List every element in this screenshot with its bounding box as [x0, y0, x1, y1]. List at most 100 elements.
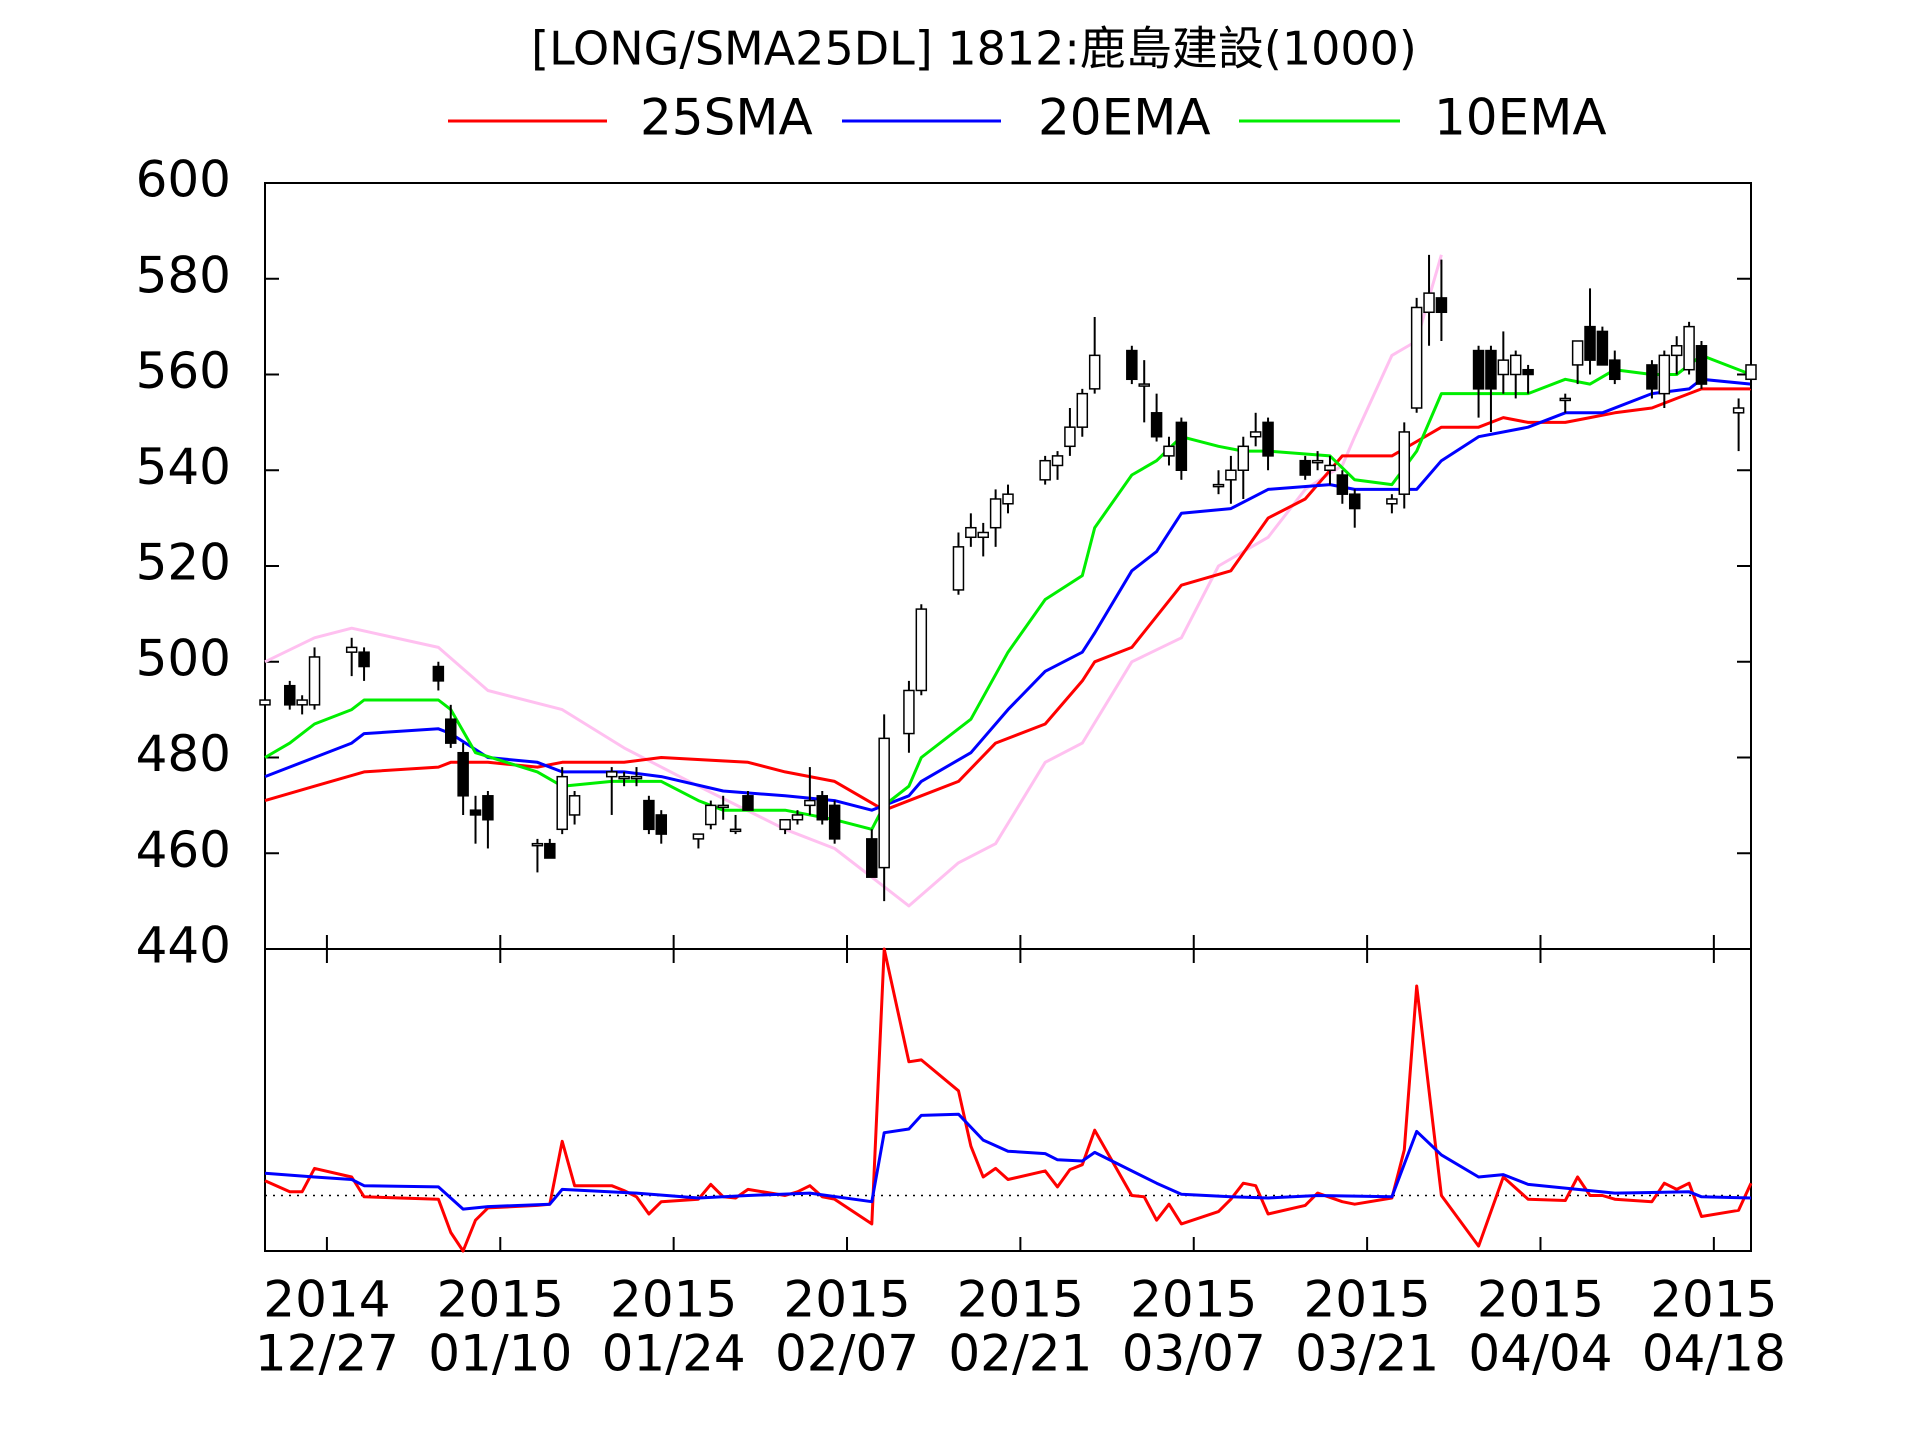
y-tick-label: 580	[136, 246, 231, 304]
candle-body	[1348, 493, 1361, 510]
candle-body	[643, 799, 655, 831]
candle-body	[1150, 412, 1163, 438]
candle-body	[1596, 330, 1609, 366]
candle-body	[816, 795, 828, 821]
candle-body	[1138, 383, 1150, 387]
candle-body	[259, 699, 271, 706]
candle-body	[692, 833, 705, 840]
candle-body	[977, 531, 989, 539]
candle-body	[1398, 431, 1411, 495]
x-tick-label: 04/18	[1642, 1325, 1786, 1383]
candle-body	[1485, 349, 1497, 390]
lower-frame	[264, 948, 1752, 1252]
candle-body	[445, 718, 457, 744]
x-tick-label: 2015	[1650, 1271, 1777, 1329]
candle-body	[531, 842, 544, 847]
candle-body	[296, 699, 308, 706]
candle-body	[1571, 340, 1584, 366]
candle-body	[630, 775, 643, 780]
candle-body	[965, 526, 977, 539]
legend-label: 25SMA	[640, 89, 813, 147]
candle-body	[878, 737, 890, 869]
candle-body	[1435, 297, 1448, 314]
candle-body	[284, 684, 296, 706]
candle-body	[1076, 392, 1089, 428]
x-tick-label: 2014	[263, 1271, 390, 1329]
candle-body	[469, 809, 482, 816]
line-series	[264, 1112, 1752, 1211]
candle-body	[903, 689, 915, 735]
candle-body	[1646, 364, 1658, 390]
x-tick-label: 02/07	[775, 1325, 919, 1383]
x-tick-label: 2015	[957, 1271, 1084, 1329]
candle-body	[742, 795, 754, 811]
candle-body	[1051, 455, 1064, 467]
candle-body	[1175, 421, 1188, 471]
legend-label: 10EMA	[1434, 89, 1607, 147]
candle-body	[1336, 474, 1349, 495]
candle-body	[1745, 364, 1757, 381]
line-series	[264, 254, 1443, 908]
y-tick-label: 600	[136, 151, 231, 209]
x-tick-label: 2015	[437, 1271, 564, 1329]
candle-body	[1002, 493, 1014, 505]
x-tick-label: 02/21	[948, 1325, 1092, 1383]
y-tick-label: 480	[136, 725, 231, 783]
candle-body	[791, 814, 804, 821]
candle-body	[1584, 325, 1596, 361]
x-tick-label: 03/07	[1122, 1325, 1266, 1383]
y-tick-label: 500	[136, 629, 231, 687]
candle-body	[1423, 292, 1435, 314]
candle-body	[457, 751, 469, 797]
x-tick-label: 2015	[1130, 1271, 1257, 1329]
candle-body	[1497, 359, 1510, 376]
x-tick-label: 01/24	[602, 1325, 746, 1383]
candle-body	[1410, 306, 1423, 409]
candle-body	[1212, 483, 1225, 488]
candle-body	[804, 799, 816, 807]
legend-label: 20EMA	[1038, 89, 1211, 147]
candle-body	[866, 838, 878, 878]
y-tick-label: 560	[136, 342, 231, 400]
x-tick-label: 01/10	[428, 1325, 572, 1383]
candle-body	[729, 828, 742, 833]
line-series	[264, 377, 1752, 812]
line-series	[264, 947, 1753, 1253]
candle-body	[1237, 445, 1250, 471]
candle-body	[1386, 498, 1398, 505]
candle-body	[1225, 469, 1237, 481]
candle-body	[1064, 426, 1076, 448]
x-tick-label: 2015	[1303, 1271, 1430, 1329]
candle-body	[655, 814, 668, 835]
candle-body	[556, 775, 568, 831]
candle-body	[1311, 459, 1324, 464]
candle-body	[1126, 349, 1138, 381]
candle-body	[1262, 421, 1274, 457]
candle-body	[1088, 354, 1101, 390]
candle-body	[308, 656, 321, 706]
candle-body	[432, 665, 445, 682]
y-tick-label: 540	[136, 438, 231, 496]
candle-body	[1522, 368, 1534, 376]
candle-body	[1559, 397, 1571, 402]
candle-body	[1683, 325, 1695, 371]
candle-body	[1609, 359, 1621, 381]
x-tick-label: 03/21	[1295, 1325, 1439, 1383]
x-tick-label: 04/04	[1468, 1325, 1612, 1383]
candle-body	[568, 795, 581, 816]
x-tick-label: 2015	[610, 1271, 737, 1329]
candle-body	[1324, 464, 1336, 471]
chart-title: [LONG/SMA25DL] 1812:鹿島建設(1000)	[531, 22, 1417, 76]
candle-body	[358, 651, 370, 668]
candle-body	[952, 546, 965, 591]
y-tick-label: 460	[136, 821, 231, 879]
candle-body	[989, 498, 1002, 529]
candle-body	[1299, 459, 1311, 476]
candle-body	[828, 804, 841, 840]
candle-body	[1163, 445, 1175, 457]
candle-body	[1472, 349, 1485, 390]
candle-body	[1039, 459, 1051, 481]
candle-body	[915, 608, 928, 692]
